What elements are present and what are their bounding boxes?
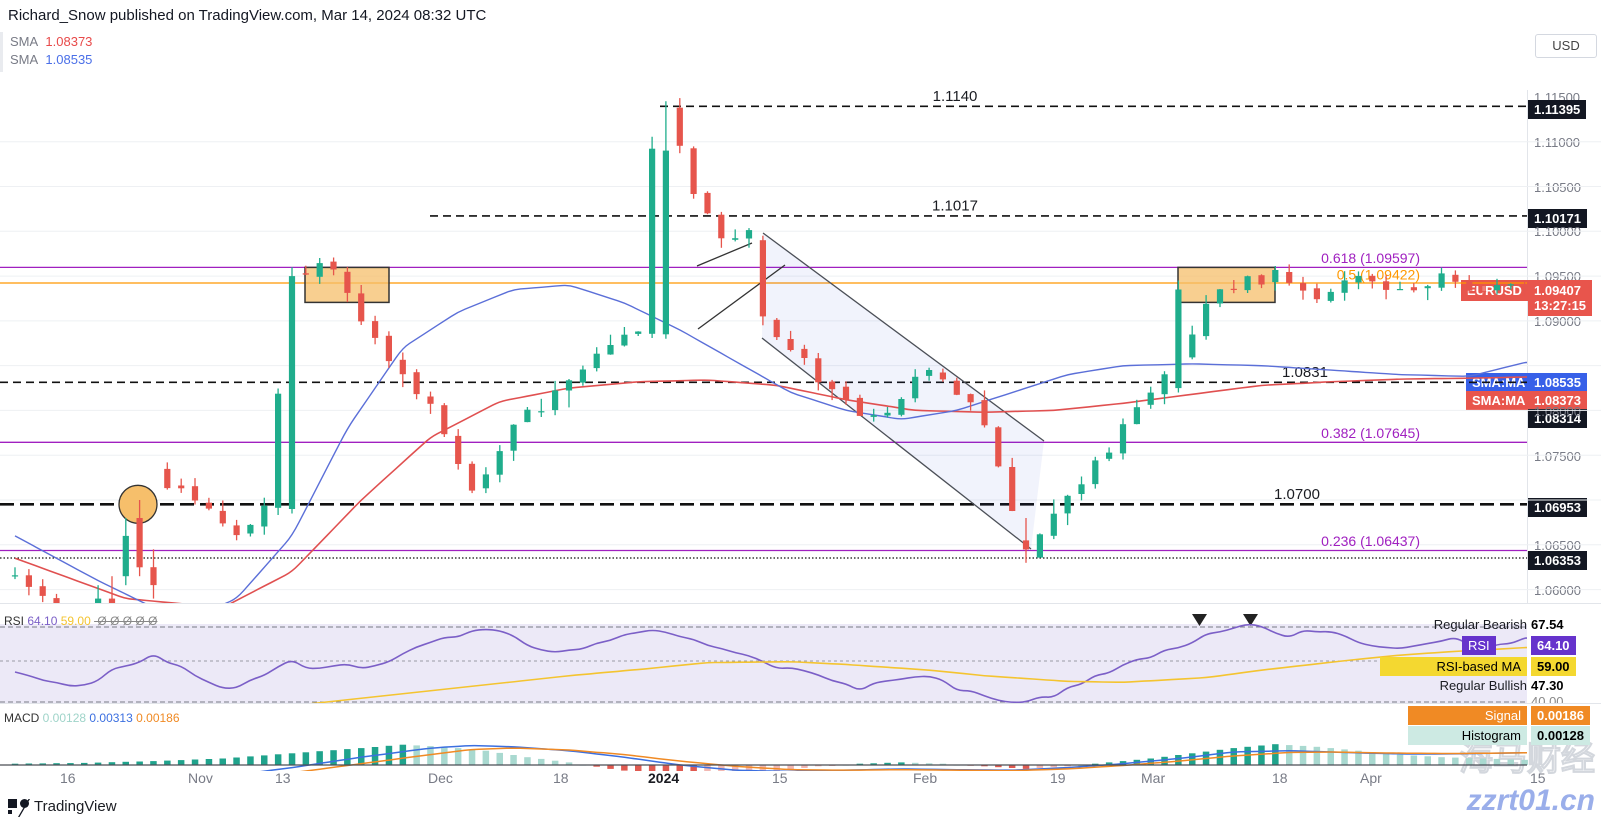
svg-text:1.0700: 1.0700 [1274,486,1320,503]
svg-text:0.236 (1.06437): 0.236 (1.06437) [1321,533,1420,549]
svg-text:0.5 (1.09422): 0.5 (1.09422) [1337,267,1420,283]
svg-text:1.1017: 1.1017 [932,198,978,215]
svg-text:zzrt01.cn: zzrt01.cn [1466,784,1595,817]
svg-text:1.0831: 1.0831 [1282,364,1328,381]
svg-text:0.618 (1.09597): 0.618 (1.09597) [1321,250,1420,266]
svg-text:1.1140: 1.1140 [933,88,978,105]
svg-text:0.382 (1.07645): 0.382 (1.07645) [1321,425,1420,441]
